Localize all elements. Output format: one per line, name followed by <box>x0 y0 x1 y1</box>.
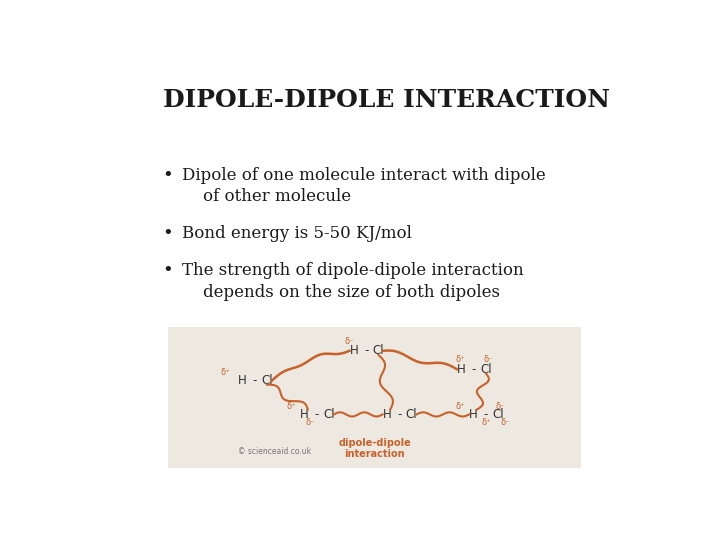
Text: Cl: Cl <box>261 374 273 387</box>
Text: Cl: Cl <box>480 363 492 376</box>
Text: Bond energy is 5-50 KJ/mol: Bond energy is 5-50 KJ/mol <box>182 225 412 242</box>
Text: δ⁺: δ⁺ <box>456 402 465 411</box>
Text: δ⁻: δ⁻ <box>305 418 315 427</box>
Text: H: H <box>349 345 359 357</box>
Text: H: H <box>238 374 247 387</box>
Text: dipole-dipole
interaction: dipole-dipole interaction <box>338 437 411 459</box>
FancyBboxPatch shape <box>168 327 581 468</box>
Text: The strength of dipole-dipole interaction
    depends on the size of both dipole: The strength of dipole-dipole interactio… <box>182 262 523 301</box>
Text: H: H <box>382 408 392 421</box>
Text: •: • <box>163 167 174 185</box>
Text: H: H <box>300 408 309 421</box>
Text: δ⁺: δ⁺ <box>221 368 230 377</box>
Text: H: H <box>469 408 478 421</box>
Text: -: - <box>484 408 488 421</box>
Text: δ⁻: δ⁻ <box>345 337 354 346</box>
Text: H: H <box>457 363 466 376</box>
Text: δ⁻: δ⁻ <box>495 402 505 411</box>
Text: -: - <box>397 408 402 421</box>
Text: •: • <box>163 262 174 280</box>
Text: δ⁺: δ⁺ <box>455 355 465 364</box>
Text: DIPOLE-DIPOLE INTERACTION: DIPOLE-DIPOLE INTERACTION <box>163 88 610 112</box>
Text: -: - <box>472 363 476 376</box>
Text: -: - <box>253 374 257 387</box>
Text: Cl: Cl <box>492 408 504 421</box>
Text: δ⁻: δ⁻ <box>500 418 510 427</box>
Text: © scienceaid.co.uk: © scienceaid.co.uk <box>238 447 312 456</box>
Text: -: - <box>315 408 319 421</box>
Text: δ⁺: δ⁺ <box>481 418 491 427</box>
Text: -: - <box>364 345 369 357</box>
Text: Cl: Cl <box>323 408 335 421</box>
Text: δ⁻: δ⁻ <box>483 355 492 364</box>
Text: Cl: Cl <box>373 345 384 357</box>
Text: Cl: Cl <box>405 408 418 421</box>
Text: δ⁺: δ⁺ <box>286 402 296 411</box>
Text: •: • <box>163 225 174 243</box>
Text: Dipole of one molecule interact with dipole
    of other molecule: Dipole of one molecule interact with dip… <box>182 167 546 205</box>
